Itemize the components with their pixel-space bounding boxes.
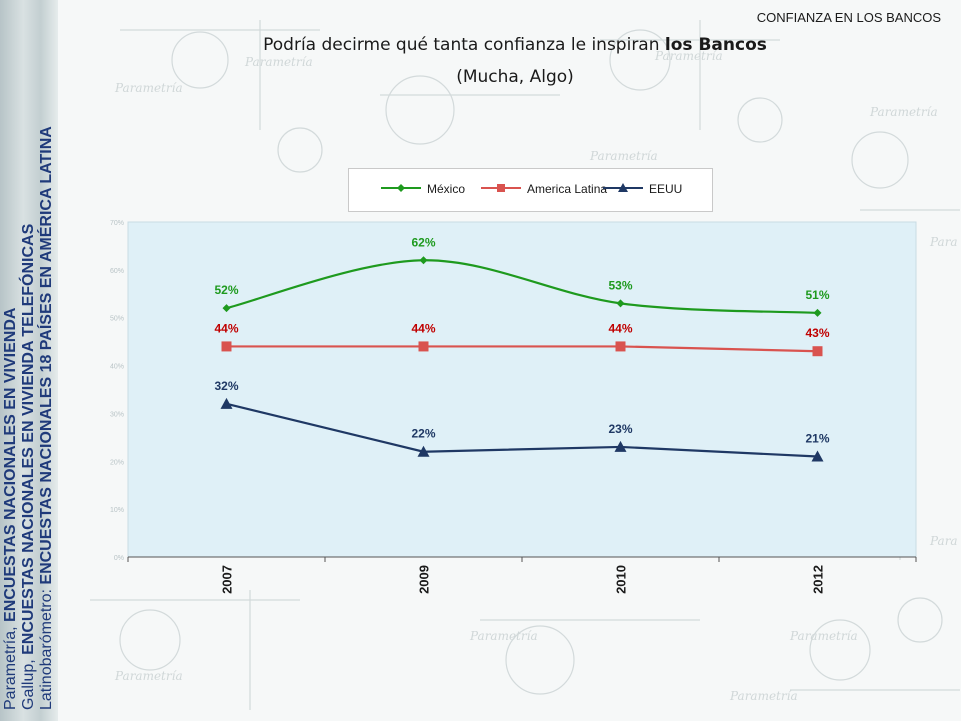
plot-area	[127, 221, 917, 558]
data-label-america-latina: 44%	[608, 321, 632, 335]
x-tick-label: 2010	[614, 565, 629, 594]
y-tick-label: 60%	[110, 268, 124, 275]
data-label-eeuu: 23%	[608, 422, 632, 436]
svg-text:Parametría: Parametría	[114, 669, 183, 683]
data-label-america-latina: 43%	[805, 326, 829, 340]
data-label-mexico: 53%	[608, 278, 632, 292]
data-label-mexico: 51%	[805, 288, 829, 302]
point-mexico	[616, 299, 625, 308]
svg-text:Parametría: Parametría	[729, 689, 798, 703]
y-tick-label: 20%	[110, 459, 124, 466]
y-tick-label: 0%	[114, 555, 124, 562]
y-tick-label: 50%	[110, 316, 124, 323]
x-tick-label: 2009	[417, 565, 432, 594]
series-line-america-latina	[226, 345, 818, 353]
decorative-side-strip	[0, 0, 58, 721]
chart-legend: México America Latina EEUU	[348, 168, 713, 212]
y-tick-label: 10%	[110, 507, 124, 514]
data-label-mexico: 52%	[214, 283, 238, 297]
point-eeuu	[614, 440, 627, 452]
legend-marker-eeuu	[603, 183, 643, 192]
svg-text:Para: Para	[929, 235, 958, 249]
data-label-america-latina: 44%	[214, 321, 238, 335]
x-tick-label: 2007	[220, 565, 235, 594]
legend-marker-america-latina	[481, 184, 521, 192]
svg-text:Parametría: Parametría	[654, 49, 723, 63]
point-mexico	[419, 256, 428, 265]
legend-marker-mexico	[381, 184, 421, 192]
point-eeuu	[417, 445, 430, 457]
chart-subtitle: (Mucha, Algo)	[456, 67, 574, 87]
data-label-eeuu: 22%	[411, 427, 435, 441]
y-tick-label: 70%	[110, 220, 124, 227]
point-america-latina	[615, 341, 626, 352]
svg-text:Para: Para	[929, 534, 958, 548]
data-label-america-latina: 44%	[411, 321, 435, 335]
svg-text:Parametría: Parametría	[869, 105, 938, 119]
data-label-eeuu: 21%	[805, 432, 829, 446]
point-mexico	[813, 308, 822, 317]
chart-title: Podría decirme qué tanta confianza le in…	[263, 35, 767, 55]
data-label-eeuu: 32%	[214, 379, 238, 393]
svg-text:Parametría: Parametría	[589, 149, 658, 163]
x-tick-label: 2012	[811, 565, 826, 594]
svg-text:Parametría: Parametría	[244, 55, 313, 69]
y-tick-label: 40%	[110, 364, 124, 371]
data-label-mexico: 62%	[411, 235, 435, 249]
point-eeuu	[220, 397, 233, 409]
svg-text:Parametría: Parametría	[469, 629, 538, 643]
series-line-eeuu	[226, 402, 818, 458]
point-america-latina	[221, 341, 232, 352]
point-mexico	[222, 304, 231, 313]
header-tag: CONFIANZA EN LOS BANCOS	[756, 10, 941, 25]
point-eeuu	[811, 450, 824, 462]
svg-text:Parametría: Parametría	[789, 629, 858, 643]
svg-text:Parametría: Parametría	[114, 81, 183, 95]
point-america-latina	[418, 341, 429, 352]
series-line-mexico	[226, 259, 818, 315]
y-tick-label: 30%	[110, 411, 124, 418]
point-america-latina	[812, 346, 823, 357]
